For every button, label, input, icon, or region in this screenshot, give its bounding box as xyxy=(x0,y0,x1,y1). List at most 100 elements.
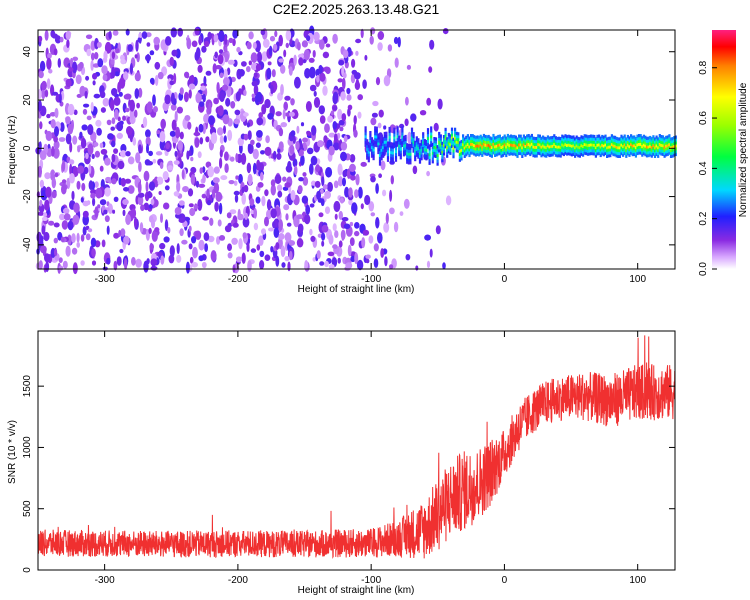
noise-cell xyxy=(308,57,315,63)
signal-cell xyxy=(522,140,525,144)
signal-cell xyxy=(466,148,469,152)
signal-cell xyxy=(645,139,649,143)
noise-cell xyxy=(124,178,132,184)
noise-cell xyxy=(299,149,304,157)
noise-cell xyxy=(184,115,191,121)
noise-cell xyxy=(248,60,252,66)
signal-cell xyxy=(439,137,442,141)
noise-cell xyxy=(65,245,71,257)
colorbar-tick-label: 0.8 xyxy=(698,60,709,74)
signal-cell xyxy=(642,134,645,138)
signal-cell xyxy=(657,146,660,150)
noise-cell xyxy=(280,245,286,258)
signal-cell xyxy=(444,130,447,134)
noise-cell xyxy=(145,136,151,147)
signal-cell xyxy=(598,137,601,141)
signal-cell xyxy=(391,145,394,149)
signal-cell xyxy=(609,136,612,140)
noise-cell xyxy=(90,192,96,199)
signal-cell xyxy=(590,137,593,141)
signal-cell xyxy=(396,126,399,130)
signal-cell xyxy=(438,134,441,138)
noise-cell xyxy=(72,56,79,61)
signal-cell xyxy=(660,152,663,156)
noise-cell xyxy=(190,156,194,162)
signal-cell xyxy=(426,131,430,135)
x-tick-label: -200 xyxy=(228,274,248,285)
noise-cell xyxy=(404,118,409,127)
signal-cell xyxy=(444,127,447,131)
signal-cell xyxy=(406,157,409,161)
noise-cell xyxy=(158,191,162,195)
noise-cell xyxy=(58,265,64,271)
signal-cell xyxy=(449,143,452,147)
signal-cell xyxy=(370,148,374,152)
signal-cell xyxy=(462,137,465,141)
signal-cell xyxy=(446,151,449,155)
signal-cell xyxy=(462,143,465,147)
signal-cell xyxy=(471,139,474,143)
signal-cell xyxy=(383,143,386,147)
signal-cell xyxy=(441,150,444,154)
signal-cell xyxy=(490,137,493,141)
signal-cell xyxy=(433,145,436,149)
signal-cell xyxy=(634,148,637,152)
noise-cell xyxy=(342,169,348,178)
signal-cell xyxy=(599,151,602,155)
signal-cell xyxy=(406,149,409,153)
signal-cell xyxy=(607,151,610,155)
noise-cell xyxy=(143,170,150,182)
signal-cell xyxy=(660,135,663,139)
signal-cell xyxy=(489,136,492,140)
noise-cell xyxy=(264,189,269,197)
noise-cell xyxy=(201,45,207,53)
signal-cell xyxy=(394,149,398,154)
signal-cell xyxy=(399,147,402,151)
noise-cell xyxy=(63,213,71,221)
signal-cell xyxy=(591,134,594,138)
noise-cell xyxy=(297,185,303,194)
signal-cell xyxy=(366,142,369,146)
signal-cell xyxy=(513,137,516,141)
signal-cell xyxy=(508,149,511,153)
noise-cell xyxy=(227,129,233,142)
noise-cell xyxy=(51,190,57,199)
signal-cell xyxy=(615,145,618,149)
noise-cell xyxy=(96,127,102,136)
signal-cell xyxy=(636,146,639,150)
noise-cell xyxy=(349,163,356,172)
noise-cell xyxy=(274,30,278,37)
signal-cell xyxy=(649,150,652,154)
signal-cell xyxy=(633,138,636,142)
signal-cell xyxy=(476,135,479,139)
noise-cell xyxy=(189,207,196,217)
noise-cell xyxy=(218,235,226,241)
signal-cell xyxy=(390,156,393,160)
signal-cell xyxy=(446,145,449,150)
signal-cell xyxy=(441,141,444,145)
signal-cell xyxy=(580,135,583,139)
signal-cell xyxy=(652,138,655,142)
signal-cell xyxy=(593,140,596,144)
signal-cell xyxy=(644,138,647,142)
noise-cell xyxy=(110,140,116,148)
noise-cell xyxy=(349,221,354,227)
signal-cell xyxy=(494,148,497,152)
signal-cell xyxy=(590,146,593,150)
signal-cell xyxy=(572,147,575,151)
noise-cell xyxy=(316,250,321,260)
noise-cell xyxy=(283,49,287,58)
noise-cell xyxy=(355,173,360,186)
noise-cell xyxy=(137,37,142,43)
signal-cell xyxy=(370,137,374,141)
signal-cell xyxy=(460,148,463,152)
signal-cell xyxy=(383,146,386,150)
signal-cell xyxy=(641,139,644,143)
noise-cell xyxy=(337,108,343,120)
signal-cell xyxy=(500,154,503,158)
signal-cell xyxy=(481,145,484,149)
noise-cell xyxy=(193,204,199,210)
signal-cell xyxy=(604,146,607,150)
signal-cell xyxy=(404,134,407,139)
noise-cell xyxy=(241,61,247,67)
